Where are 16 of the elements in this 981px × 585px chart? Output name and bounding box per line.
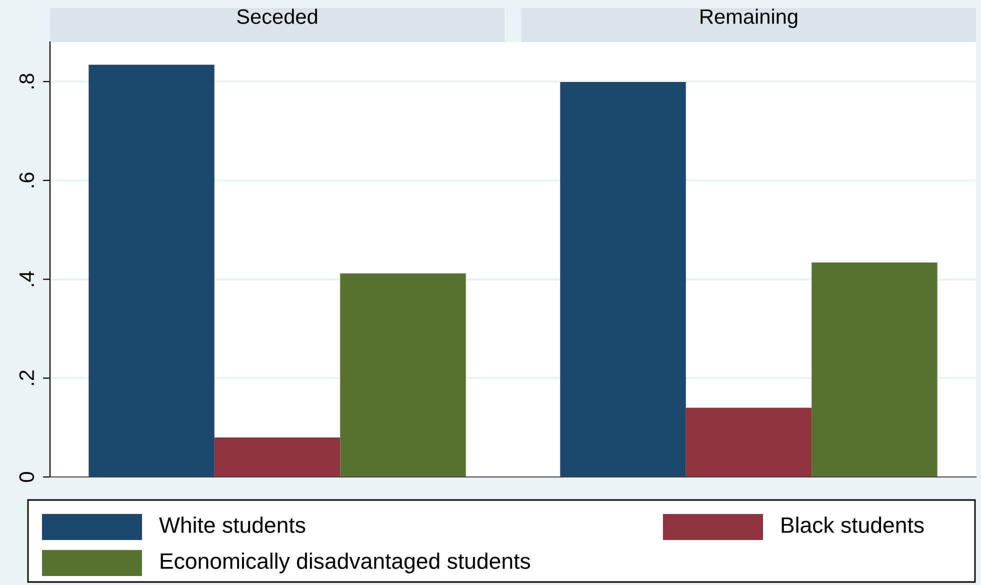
bar xyxy=(88,64,214,477)
x-tick-label: Remaining xyxy=(700,8,798,28)
y-tick-label: 0 xyxy=(19,472,34,482)
bar xyxy=(214,437,340,477)
y-tick-label: .2 xyxy=(19,370,34,385)
bar xyxy=(560,82,686,477)
bar xyxy=(340,273,466,477)
bar xyxy=(812,262,938,477)
legend-label: Black students xyxy=(782,516,924,533)
legend-label: White students xyxy=(159,516,306,533)
y-tick-label: .4 xyxy=(20,271,34,286)
y-tick-label: .6 xyxy=(19,172,34,188)
y-tick-label: .8 xyxy=(19,74,34,88)
legend-label: Economically disadvantaged students xyxy=(160,552,530,574)
x-tick-label: Seceded xyxy=(237,8,318,24)
bar xyxy=(686,408,812,477)
